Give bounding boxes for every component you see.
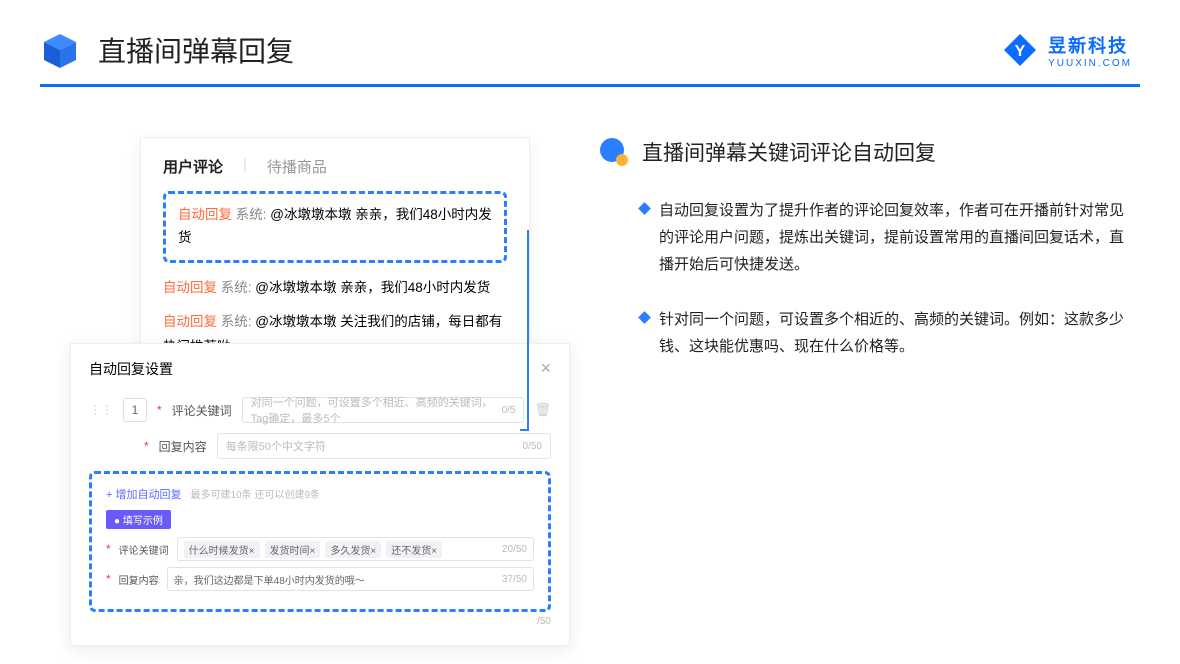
modal-title: 自动回复设置 <box>89 359 173 379</box>
brand-cn: 昱新科技 <box>1048 32 1132 58</box>
close-icon[interactable]: × <box>540 358 551 379</box>
ex-kw-row: * 评论关键词 什么时候发货× 发货时间× 多久发货× 还不发货× 20/50 <box>106 537 534 561</box>
chip[interactable]: 什么时候发货× <box>184 541 260 558</box>
sys-tag: 系统: <box>236 207 267 222</box>
connector-line <box>527 230 529 430</box>
required-icon: * <box>157 403 162 417</box>
ex-kw-label: 评论关键词 <box>119 542 169 557</box>
cube-icon <box>40 30 80 70</box>
brand-en: YUUXIN.COM <box>1048 58 1132 69</box>
sys-tag: 系统: <box>221 280 252 295</box>
bullet-text: 自动回复设置为了提升作者的评论回复效率，作者可在开播前针对常见的评论用户问题，提… <box>659 197 1130 278</box>
outer-count: /50 <box>89 616 551 627</box>
header: 直播间弹幕回复 Y 昱新科技 YUUXIN.COM <box>0 0 1180 70</box>
sys-tag: 系统: <box>221 314 252 329</box>
content-input[interactable]: 每条限50个中文字符 0/50 <box>217 433 551 459</box>
drag-icon[interactable]: ⋮⋮ <box>89 403 113 417</box>
add-link[interactable]: + 增加自动回复 最多可建10条 还可以创建9条 <box>106 486 534 502</box>
tab-comments[interactable]: 用户评论 <box>163 156 223 177</box>
example-box: + 增加自动回复 最多可建10条 还可以创建9条 ● 填写示例 * 评论关键词 … <box>89 471 551 612</box>
content: 用户评论 | 待播商品 自动回复 系统: @冰墩墩本墩 亲亲，我们48小时内发货… <box>0 87 1180 187</box>
reply-tag: 自动回复 <box>178 207 232 222</box>
keyword-input[interactable]: 对同一个问题，可设置多个相近、高频的关键词，Tag确定，最多5个 0/5 <box>242 397 525 423</box>
placeholder: 每条限50个中文字符 <box>226 438 326 454</box>
brand-text: 昱新科技 YUUXIN.COM <box>1048 32 1132 69</box>
ex-kw-input[interactable]: 什么时候发货× 发货时间× 多久发货× 还不发货× 20/50 <box>177 537 534 561</box>
svg-text:Y: Y <box>1015 43 1026 60</box>
ex-content-label: 回复内容 <box>119 572 159 587</box>
highlighted-reply: 自动回复 系统: @冰墩墩本墩 亲亲，我们48小时内发货 <box>163 191 507 263</box>
section-head: 直播间弹幕关键词评论自动回复 <box>600 137 1130 167</box>
brand-logo-icon: Y <box>1002 32 1038 68</box>
required-icon: * <box>106 572 111 586</box>
diamond-icon <box>638 311 651 324</box>
required-icon: * <box>106 542 111 556</box>
section-title: 直播间弹幕关键词评论自动回复 <box>642 137 936 167</box>
ex-content-input[interactable]: 亲，我们这边都是下单48小时内发货的哦～ 37/50 <box>167 567 534 591</box>
connector-line <box>520 429 529 431</box>
content-row: * 回复内容 每条限50个中文字符 0/50 <box>89 433 551 459</box>
example-badge: ● 填写示例 <box>106 510 171 529</box>
content-label: 回复内容 <box>159 438 207 455</box>
kw-label: 评论关键词 <box>172 402 232 419</box>
reply-text: @冰墩墩本墩 亲亲，我们48小时内发货 <box>255 280 490 295</box>
settings-modal: 自动回复设置 × ⋮⋮ 1 * 评论关键词 对同一个问题，可设置多个相近、高频的… <box>70 343 570 646</box>
reply-tag: 自动回复 <box>163 314 217 329</box>
tabs: 用户评论 | 待播商品 <box>163 156 507 177</box>
count: 0/5 <box>502 405 516 416</box>
tab-sep: | <box>243 156 247 177</box>
msg-line: 自动回复 系统: @冰墩墩本墩 亲亲，我们48小时内发货 <box>163 271 507 305</box>
tab-products[interactable]: 待播商品 <box>267 156 327 177</box>
ex-content-row: * 回复内容 亲，我们这边都是下单48小时内发货的哦～ 37/50 <box>106 567 534 591</box>
page-title: 直播间弹幕回复 <box>98 30 294 70</box>
modal-head: 自动回复设置 × <box>89 358 551 379</box>
header-left: 直播间弹幕回复 <box>40 30 294 70</box>
reply-tag: 自动回复 <box>163 280 217 295</box>
brand: Y 昱新科技 YUUXIN.COM <box>1002 32 1132 69</box>
add-hint: 最多可建10条 还可以创建9条 <box>191 490 320 501</box>
placeholder: 对同一个问题，可设置多个相近、高频的关键词，Tag确定，最多5个 <box>251 394 502 426</box>
bullet-text: 针对同一个问题，可设置多个相近的、高频的关键词。例如：这款多少钱、这块能优惠吗、… <box>659 306 1130 360</box>
count: 0/50 <box>523 441 542 452</box>
chip[interactable]: 还不发货× <box>386 541 442 558</box>
dot-icon <box>600 138 628 166</box>
ex-content-text: 亲，我们这边都是下单48小时内发货的哦～ <box>174 572 365 587</box>
chip[interactable]: 发货时间× <box>265 541 321 558</box>
bullet-item: 自动回复设置为了提升作者的评论回复效率，作者可在开播前针对常见的评论用户问题，提… <box>600 197 1130 278</box>
trash-icon[interactable]: 🗑 <box>534 402 551 418</box>
right-panel: 直播间弹幕关键词评论自动回复 自动回复设置为了提升作者的评论回复效率，作者可在开… <box>600 137 1130 388</box>
count: 20/50 <box>502 544 527 555</box>
required-icon: * <box>144 439 149 453</box>
chip[interactable]: 多久发货× <box>325 541 381 558</box>
bullet-item: 针对同一个问题，可设置多个相近的、高频的关键词。例如：这款多少钱、这块能优惠吗、… <box>600 306 1130 360</box>
index-box: 1 <box>123 398 147 422</box>
diamond-icon <box>638 202 651 215</box>
keyword-row: ⋮⋮ 1 * 评论关键词 对同一个问题，可设置多个相近、高频的关键词，Tag确定… <box>89 397 551 423</box>
count: 37/50 <box>502 574 527 585</box>
